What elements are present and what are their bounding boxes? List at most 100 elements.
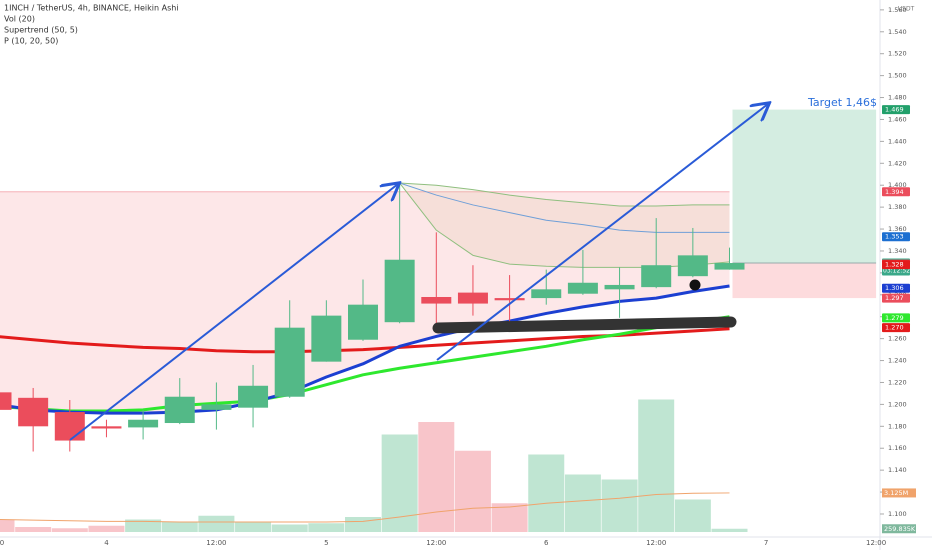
x-tick-label: 6 bbox=[544, 539, 549, 547]
legend-entry: Supertrend (50, 5) bbox=[4, 26, 78, 35]
volume-label: 3.125M bbox=[884, 489, 908, 497]
x-tick-label: 12:00 bbox=[866, 539, 886, 547]
arrow bbox=[436, 104, 768, 361]
y-tick-label: 1.520 bbox=[888, 50, 907, 58]
volume-label-box bbox=[882, 488, 916, 498]
volume-bar bbox=[235, 522, 272, 532]
volume-label-box bbox=[882, 524, 916, 534]
price-label: 1.279 bbox=[885, 314, 904, 322]
candle-body bbox=[0, 392, 12, 410]
indicator-line bbox=[399, 182, 730, 268]
volume-bar bbox=[638, 399, 675, 532]
candle-body bbox=[201, 404, 232, 410]
price-label-box bbox=[882, 283, 910, 293]
price-label-box bbox=[882, 187, 910, 197]
legend-entry: Vol (20) bbox=[4, 15, 35, 24]
price-label-box bbox=[882, 232, 910, 242]
candle-body bbox=[164, 396, 195, 424]
candle-body bbox=[494, 298, 525, 301]
candle-body bbox=[54, 412, 85, 441]
legend-entry: P (10, 20, 50) bbox=[4, 37, 58, 46]
target-zone bbox=[732, 109, 877, 264]
x-tick-label: 12:00 bbox=[206, 539, 226, 547]
plot-area bbox=[0, 104, 877, 532]
y-tick-label: 1.180 bbox=[888, 422, 907, 430]
volume-bar bbox=[198, 515, 235, 532]
candle-body bbox=[238, 385, 269, 408]
price-label: 1.328 bbox=[885, 261, 904, 269]
indicator-line bbox=[0, 284, 730, 415]
indicator-line bbox=[399, 182, 730, 233]
y-tick-label: 1.400 bbox=[888, 181, 907, 189]
candle-body bbox=[348, 304, 378, 340]
candle-body bbox=[274, 327, 305, 397]
y-tick-label: 1.500 bbox=[888, 72, 907, 80]
price-label-box bbox=[882, 293, 910, 303]
arrow bbox=[69, 184, 398, 441]
volume-bar bbox=[345, 517, 381, 532]
y-tick-label: 1.160 bbox=[888, 444, 907, 452]
x-tick-label: 12:00 bbox=[426, 539, 446, 547]
volume-bar bbox=[161, 522, 198, 532]
volume-bar bbox=[15, 527, 52, 532]
channel-fill bbox=[399, 183, 730, 268]
candle-body bbox=[91, 426, 122, 429]
zone-fill bbox=[0, 191, 730, 414]
price-label: 1.394 bbox=[885, 188, 904, 196]
volume-bar bbox=[601, 479, 638, 532]
volume-bar bbox=[418, 422, 455, 532]
volume-bar bbox=[528, 454, 565, 532]
volume-bar bbox=[711, 528, 748, 532]
y-tick-label: 1.100 bbox=[888, 510, 907, 518]
y-tick-label: 1.540 bbox=[888, 28, 907, 36]
candle-body bbox=[384, 259, 415, 323]
candle-body bbox=[714, 263, 745, 270]
x-tick-label: 5 bbox=[324, 539, 328, 547]
volume-bar bbox=[51, 528, 88, 532]
candle-body bbox=[421, 296, 452, 304]
y-tick-label: 1.360 bbox=[888, 225, 907, 233]
price-label: 1.469 bbox=[885, 106, 904, 114]
volume-bar bbox=[564, 474, 601, 532]
candle-body bbox=[311, 315, 342, 362]
candle-body bbox=[128, 419, 159, 428]
price-label: 1.297 bbox=[885, 294, 904, 302]
candle-body bbox=[457, 292, 488, 304]
y-tick-label: 1.200 bbox=[888, 400, 907, 408]
y-tick-label: 1.140 bbox=[888, 466, 907, 474]
y-tick-label: 1.240 bbox=[888, 357, 907, 365]
y-tick-label: 1.480 bbox=[888, 94, 907, 102]
x-tick-label: 7 bbox=[764, 539, 768, 547]
indicator-line bbox=[399, 182, 730, 207]
volume-label: 259.835K bbox=[884, 525, 916, 533]
y-tick-label: 1.340 bbox=[888, 247, 907, 255]
volume-bar bbox=[491, 503, 528, 532]
volume-bar bbox=[308, 523, 345, 532]
price-label: 1.306 bbox=[885, 284, 904, 292]
price-label: 1.270 bbox=[885, 324, 904, 332]
price-label: 1.353 bbox=[885, 233, 904, 241]
y-tick-label: 1.260 bbox=[888, 335, 907, 343]
y-tick-label: 1.440 bbox=[888, 137, 907, 145]
candle-body bbox=[567, 282, 598, 294]
candle-body bbox=[604, 284, 635, 290]
price-label-box bbox=[882, 260, 910, 270]
y-tick-label: 1.460 bbox=[888, 115, 907, 123]
candle-body bbox=[531, 289, 562, 299]
countdown: 03:12:52 bbox=[883, 268, 910, 275]
y-tick-label: 1.220 bbox=[888, 378, 907, 386]
volume-bar bbox=[454, 450, 491, 532]
y-tick-label: 1.420 bbox=[888, 159, 907, 167]
volume-ma bbox=[0, 492, 730, 523]
x-tick-label: 0 bbox=[0, 539, 4, 547]
drawn-line bbox=[432, 316, 737, 334]
stop-zone bbox=[732, 263, 877, 299]
price-label-box bbox=[882, 323, 910, 333]
currency-label: USDT bbox=[898, 6, 915, 13]
candle-body bbox=[641, 265, 672, 288]
candle-body bbox=[677, 255, 708, 277]
indicator-line bbox=[0, 315, 730, 413]
volume-bar bbox=[125, 519, 162, 532]
